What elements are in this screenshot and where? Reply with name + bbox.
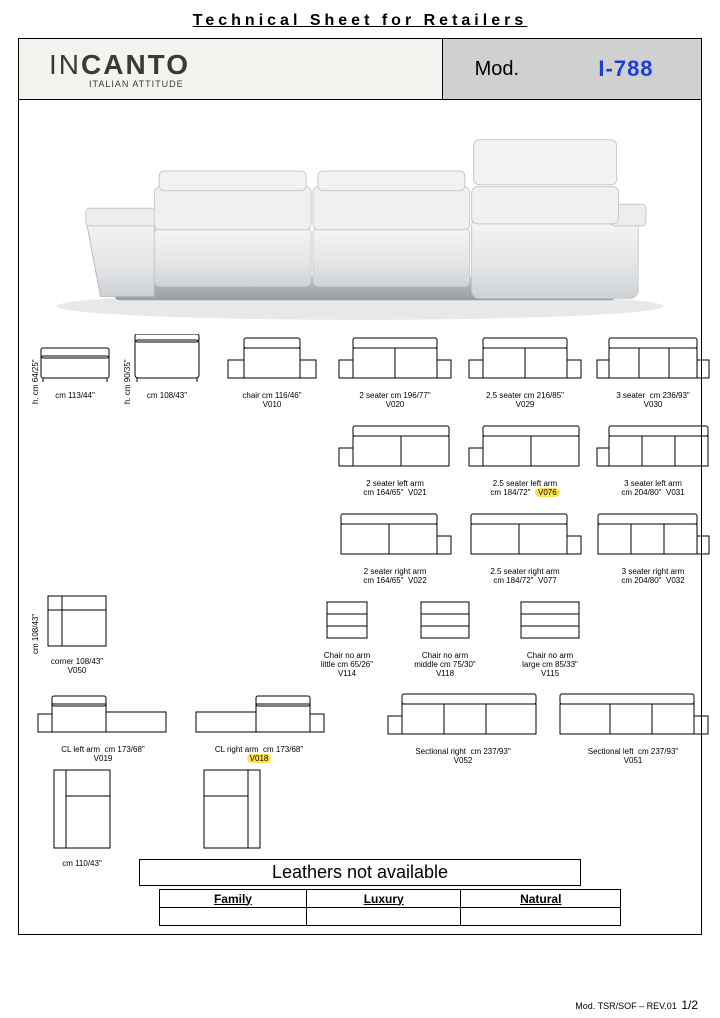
variant-2-seater-right-arm: 2 seater right armcm 164/65" V022	[335, 510, 455, 585]
variant-corner: corner 108/43"V050	[37, 590, 117, 675]
variant-sectional-left: Sectional left cm 237/93"V051	[553, 690, 713, 765]
leathers-title: Leathers not available	[139, 859, 581, 886]
mod-label: Mod.	[442, 39, 551, 99]
variant-3-seater: 3 seater cm 236/93"V030	[593, 334, 713, 409]
leathers-col-natural: Natural	[461, 890, 621, 908]
header-row: INCANTO ITALIAN ATTITUDE Mod. I-788	[18, 38, 702, 100]
leathers-col-luxury: Luxury	[306, 890, 461, 908]
variant-chair-no-arm-middle: Chair no armmiddle cm 75/30"V118	[405, 594, 485, 679]
model-number: I-788	[551, 39, 701, 99]
variant-2-5-seater-right-arm: 2.5 seater right armcm 184/72" V077	[465, 510, 585, 585]
variants-grid: h. cm 64/25" cm 113/44" h. cm 90/35" cm …	[27, 334, 693, 914]
variant-chair-no-arm-large: Chair no armlarge cm 85/33"V115	[505, 594, 595, 679]
variant-sectional-right: Sectional right cm 237/93"V052	[383, 690, 543, 765]
variant-ottoman-high: cm 108/43"	[127, 334, 207, 400]
variant-ottoman-low: cm 113/44"	[35, 334, 115, 400]
variant-cl-right-arm: CL right arm cm 173/68"V018	[189, 694, 329, 763]
variant-2-5-seater: 2.5 seater cm 216/85"V029	[465, 334, 585, 409]
leathers-col-family: Family	[160, 890, 307, 908]
variant-3-seater-left-arm: 3 seater left armcm 204/80" V031	[593, 422, 713, 497]
variant-2-seater-left-arm: 2 seater left armcm 164/65" V021	[335, 422, 455, 497]
variant-2-seater: 2 seater cm 196/77"V020	[335, 334, 455, 409]
variant-chair: chair cm 116/46"V010	[222, 334, 322, 409]
brand-cell: INCANTO ITALIAN ATTITUDE	[19, 39, 442, 99]
brand-tagline: ITALIAN ATTITUDE	[89, 79, 190, 89]
variant-top-view-a: cm 110/43"	[37, 766, 127, 868]
footer: Mod. TSR/SOF – REV.01 1/2	[575, 998, 698, 1012]
variant-top-view-b: cm 110/43"	[187, 766, 277, 868]
variant-cl-left-arm: CL left arm cm 173/68"V019	[33, 694, 173, 763]
page-title: Technical Sheet for Retailers	[0, 0, 720, 38]
variant-2-5-seater-left-arm: 2.5 seater left armcm 184/72" V076	[465, 422, 585, 497]
variant-chair-no-arm-little: Chair no armlittle cm 65/26"V114	[307, 594, 387, 679]
main-content: h. cm 64/25" cm 113/44" h. cm 90/35" cm …	[18, 100, 702, 935]
hero-image	[27, 108, 693, 328]
variant-3-seater-right-arm: 3 seater right armcm 204/80" V032	[593, 510, 713, 585]
brand-logo: INCANTO	[49, 49, 190, 81]
leathers-table: Family Luxury Natural	[159, 889, 621, 926]
